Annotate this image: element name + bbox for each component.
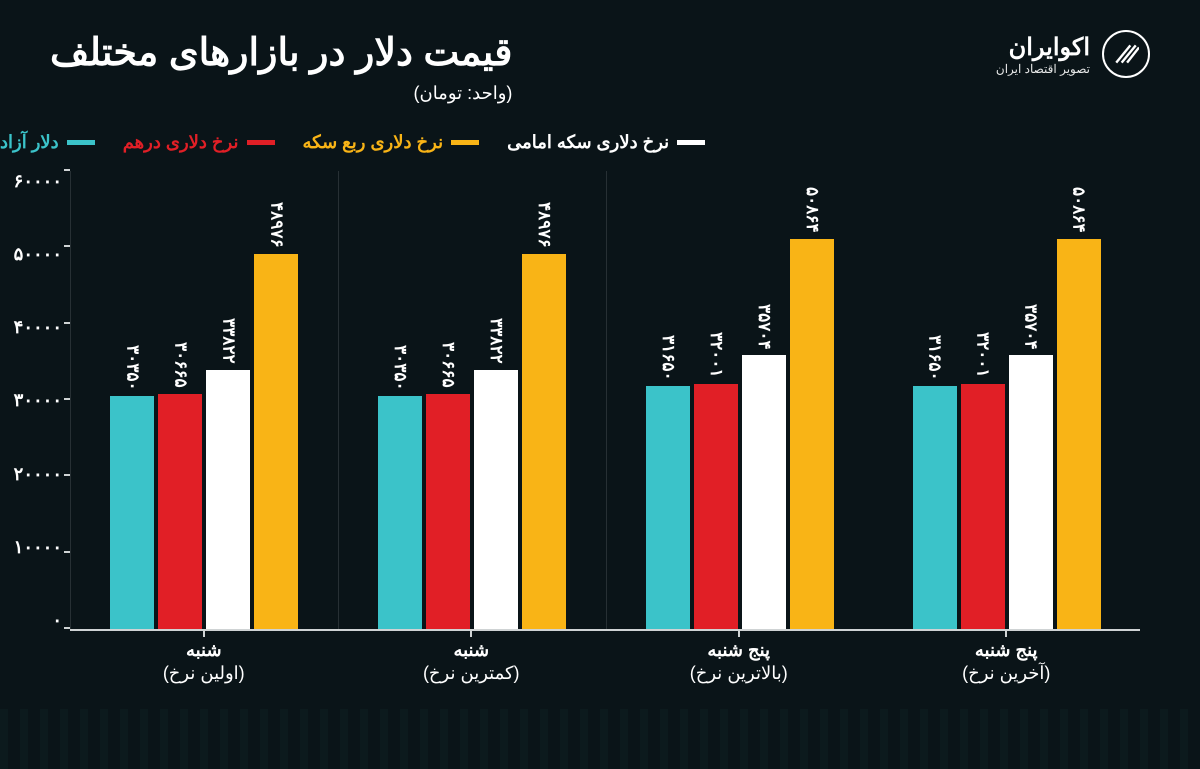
y-tick-label: ۱۰۰۰۰ (14, 537, 62, 558)
legend-label: نرخ دلاری ربع سکه (303, 132, 444, 153)
bar-value-label: ۳۳۸۲۲ (218, 318, 238, 364)
bar: ۳۱۶۵۰ (646, 386, 690, 629)
bar: ۴۸۹۷۶ (522, 254, 566, 629)
bar-value-label: ۳۱۶۵۰ (658, 335, 678, 381)
y-tick-line (64, 474, 70, 476)
brand-logo-icon (1102, 30, 1150, 78)
brand-tagline: تصویر اقتصاد ایران (996, 62, 1090, 76)
bars-container: ۳۱۶۵۰۳۲۰۰۱۳۵۷۰۴۵۰۸۶۴ (913, 239, 1101, 629)
x-label-line1: شنبه (338, 639, 606, 662)
bar-value-label: ۵۰۸۶۴ (802, 187, 822, 233)
y-tick-label: ۰ (52, 610, 62, 631)
bar: ۳۳۸۲۲ (206, 370, 250, 629)
page-title: قیمت دلار در بازار‌های مختلف (50, 30, 512, 75)
y-tick-line (64, 627, 70, 629)
bar: ۳۰۶۶۵ (426, 394, 470, 629)
bar: ۳۱۶۵۰ (913, 386, 957, 629)
bar: ۳۳۸۲۲ (474, 370, 518, 629)
bar: ۳۰۳۵۰ (378, 396, 422, 629)
legend-item: دلار آزاد (0, 132, 95, 153)
bar-group: ۳۰۳۵۰۳۰۶۶۵۳۳۸۲۲۴۸۹۷۶ (338, 171, 606, 629)
x-label-line2: (اولین نرخ) (70, 662, 338, 685)
y-tick-label: ۴۰۰۰۰ (14, 317, 62, 338)
legend-label: نرخ دلاری درهم (123, 132, 239, 153)
x-tick (1005, 629, 1007, 637)
legend-item: نرخ دلاری سکه امامی (507, 132, 705, 153)
x-label-line2: (آخرین نرخ) (873, 662, 1141, 685)
page-subtitle: (واحد: تومان) (50, 83, 512, 104)
x-label-line1: پنج شنبه (873, 639, 1141, 662)
bar-value-label: ۳۳۸۲۲ (486, 318, 506, 364)
bar: ۳۰۳۵۰ (110, 396, 154, 629)
bar-value-label: ۳۵۷۰۴ (754, 304, 774, 350)
bar: ۳۰۶۶۵ (158, 394, 202, 629)
y-tick-line (64, 398, 70, 400)
bars-container: ۳۰۳۵۰۳۰۶۶۵۳۳۸۲۲۴۸۹۷۶ (378, 254, 566, 629)
bar-value-label: ۳۲۰۰۱ (973, 332, 993, 378)
legend-item: نرخ دلاری ربع سکه (303, 132, 480, 153)
header: اکوایران تصویر اقتصاد ایران قیمت دلار در… (0, 0, 1200, 114)
x-label-line1: پنج شنبه (605, 639, 873, 662)
bar-value-label: ۳۵۷۰۴ (1021, 304, 1041, 350)
legend-label: دلار آزاد (0, 132, 59, 153)
chart-legend: دلار آزاد نرخ دلاری درهم نرخ دلاری ربع سکه… (0, 114, 1200, 161)
y-tick-line (64, 245, 70, 247)
y-tick-label: ۶۰۰۰۰ (14, 171, 62, 192)
y-tick-label: ۳۰۰۰۰ (14, 390, 62, 411)
bar-groups: ۳۰۳۵۰۳۰۶۶۵۳۳۸۲۲۴۸۹۷۶۳۰۳۵۰۳۰۶۶۵۳۳۸۲۲۴۸۹۷۶… (70, 171, 1140, 629)
brand: اکوایران تصویر اقتصاد ایران (996, 30, 1150, 78)
legend-swatch (247, 140, 275, 145)
bar-group: ۳۱۶۵۰۳۲۰۰۱۳۵۷۰۴۵۰۸۶۴ (873, 171, 1140, 629)
x-axis-label: پنج شنبه(آخرین نرخ) (873, 631, 1141, 691)
bar-chart: ۶۰۰۰۰۵۰۰۰۰۴۰۰۰۰۳۰۰۰۰۲۰۰۰۰۱۰۰۰۰۰ ۳۰۳۵۰۳۰۶… (70, 171, 1140, 691)
y-tick-label: ۵۰۰۰۰ (14, 244, 62, 265)
bar-value-label: ۳۰۳۵۰ (390, 345, 410, 391)
bar-group: ۳۰۳۵۰۳۰۶۶۵۳۳۸۲۲۴۸۹۷۶ (70, 171, 338, 629)
bars-container: ۳۱۶۵۰۳۲۰۰۱۳۵۷۰۴۵۰۸۶۴ (646, 239, 834, 629)
x-label-line2: (بالاترین نرخ) (605, 662, 873, 685)
bar-value-label: ۵۰۸۶۴ (1069, 187, 1089, 233)
x-axis-label: شنبه(اولین نرخ) (70, 631, 338, 691)
x-tick (738, 629, 740, 637)
x-label-line2: (کمترین نرخ) (338, 662, 606, 685)
bar-value-label: ۴۸۹۷۶ (266, 202, 286, 248)
bar-value-label: ۳۱۶۵۰ (925, 335, 945, 381)
y-tick-line (64, 169, 70, 171)
x-tick (203, 629, 205, 637)
y-axis: ۶۰۰۰۰ ۵۰۰۰۰ ۴۰۰۰۰ ۳۰۰۰۰ ۲۰۰۰۰ ۱۰۰۰۰ ۰ (10, 171, 70, 631)
legend-swatch (67, 140, 95, 145)
legend-swatch (451, 140, 479, 145)
bar-value-label: ۴۸۹۷۶ (534, 202, 554, 248)
x-label-line1: شنبه (70, 639, 338, 662)
bar-value-label: ۳۰۳۵۰ (122, 345, 142, 391)
x-tick (470, 629, 472, 637)
x-axis-labels: شنبه(اولین نرخ)شنبه(کمترین نرخ)پنج شنبه(… (70, 631, 1140, 691)
plot-area: ۳۰۳۵۰۳۰۶۶۵۳۳۸۲۲۴۸۹۷۶۳۰۳۵۰۳۰۶۶۵۳۳۸۲۲۴۸۹۷۶… (70, 171, 1140, 631)
bar: ۵۰۸۶۴ (1057, 239, 1101, 629)
bar: ۳۵۷۰۴ (1009, 355, 1053, 629)
legend-label: نرخ دلاری سکه امامی (507, 132, 669, 153)
bars-container: ۳۰۳۵۰۳۰۶۶۵۳۳۸۲۲۴۸۹۷۶ (110, 254, 298, 629)
bar-value-label: ۳۰۶۶۵ (438, 342, 458, 388)
bar-value-label: ۳۰۶۶۵ (170, 342, 190, 388)
legend-item: نرخ دلاری درهم (123, 132, 275, 153)
bar: ۳۵۷۰۴ (742, 355, 786, 629)
bar: ۵۰۸۶۴ (790, 239, 834, 629)
brand-name: اکوایران (996, 33, 1090, 62)
bar-group: ۳۱۶۵۰۳۲۰۰۱۳۵۷۰۴۵۰۸۶۴ (606, 171, 874, 629)
y-tick-line (64, 551, 70, 553)
bar-value-label: ۳۲۰۰۱ (706, 332, 726, 378)
legend-swatch (677, 140, 705, 145)
y-tick-label: ۲۰۰۰۰ (14, 464, 62, 485)
bar: ۳۲۰۰۱ (694, 384, 738, 629)
background-pattern (0, 709, 1200, 769)
y-tick-line (64, 322, 70, 324)
bar: ۴۸۹۷۶ (254, 254, 298, 629)
x-axis-label: شنبه(کمترین نرخ) (338, 631, 606, 691)
x-axis-label: پنج شنبه(بالاترین نرخ) (605, 631, 873, 691)
bar: ۳۲۰۰۱ (961, 384, 1005, 629)
